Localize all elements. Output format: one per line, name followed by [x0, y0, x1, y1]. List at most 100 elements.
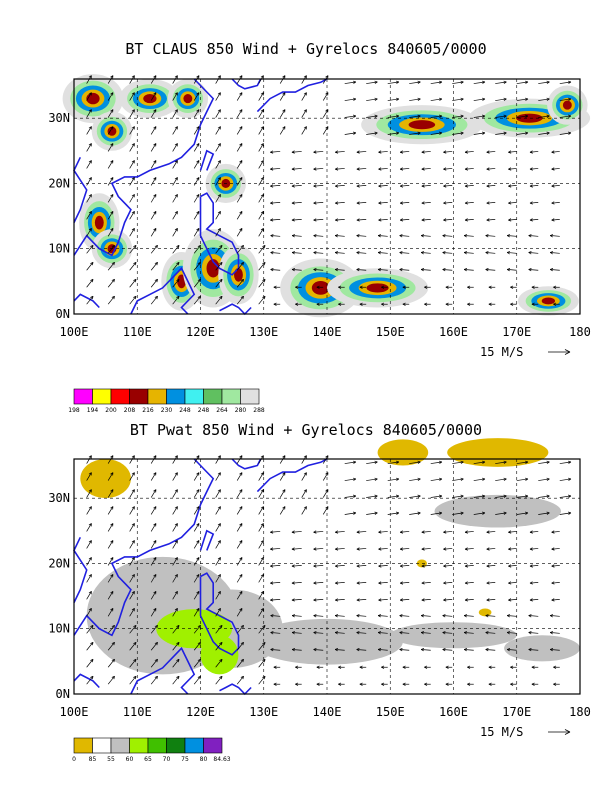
wind-vector-head [463, 648, 468, 652]
wind-vector-head [196, 75, 200, 79]
wind-vector [313, 202, 324, 204]
wind-vector-head [196, 92, 200, 96]
wind-vector-head [110, 506, 114, 510]
wind-vector [172, 472, 178, 481]
wind-vector [464, 632, 474, 634]
wind-vector [313, 649, 324, 651]
wind-vector [538, 98, 550, 101]
wind-vector-head [338, 285, 342, 289]
coastline [199, 529, 215, 551]
wind-vector-head [417, 494, 421, 498]
wind-vector [335, 531, 345, 533]
wind-vector [486, 531, 496, 533]
wind-vector [193, 574, 200, 583]
wind-vector [550, 252, 560, 254]
wind-vector-head [464, 167, 469, 171]
wind-vector [236, 642, 244, 651]
wind-vector [150, 177, 157, 186]
wind-vector-head [313, 598, 317, 602]
wind-vector-head [217, 109, 221, 113]
wind-vector-head [270, 167, 274, 171]
wind-vector [215, 506, 221, 515]
wind-vector-head [282, 92, 286, 96]
wind-vector [356, 649, 367, 651]
wind-vector-head [131, 126, 135, 130]
bottom-chart-plot: 100E 110E 120E 130E 140E 150E 160E 170E 180 0N 10N… [48, 438, 591, 763]
wind-vector-head [270, 631, 274, 635]
wind-vector-head [424, 682, 428, 686]
wind-vector [172, 109, 178, 118]
wind-vector-head [174, 489, 178, 493]
wind-vector-head [529, 564, 533, 568]
wind-vector [107, 143, 114, 152]
wind-vector [538, 81, 550, 84]
wind-vector-head [438, 460, 443, 464]
wind-vector [452, 478, 464, 481]
wind-vector-head [551, 150, 555, 154]
wind-vector-head [110, 455, 114, 459]
x-tick-label: 110E [123, 325, 152, 339]
wind-vector-head [110, 109, 114, 113]
wind-vector [443, 185, 453, 187]
colorbar-label: 208 [124, 407, 136, 414]
wind-vector [473, 461, 485, 464]
wind-vector [258, 675, 266, 685]
wind-vector [236, 574, 243, 583]
wind-vector [366, 98, 378, 101]
wind-vector-head [217, 574, 221, 578]
wind-vector [443, 531, 453, 533]
wind-vector-head [352, 511, 357, 515]
wind-vector [215, 177, 221, 186]
wind-vector [516, 81, 528, 84]
wind-vector-head [131, 75, 135, 79]
colorbar-swatch [203, 388, 223, 405]
x-tick-label: 150E [376, 325, 405, 339]
wind-vector [107, 126, 114, 135]
wind-vector [150, 295, 158, 305]
wind-vector-head [551, 581, 555, 585]
wind-vector-head [421, 150, 425, 154]
wind-vector-head [217, 160, 221, 164]
wind-vector [291, 151, 302, 153]
wind-vector-head [374, 494, 378, 498]
wind-vector-head [546, 477, 550, 481]
wind-vector [270, 151, 281, 153]
wind-vector-head [395, 131, 400, 135]
wind-vector [430, 512, 442, 515]
wind-vector-head [153, 194, 157, 198]
wind-vector-head [325, 489, 329, 493]
wind-vector [550, 615, 560, 617]
wind-vector-head [325, 472, 329, 476]
wind-vector-head [260, 211, 264, 215]
coastline [130, 646, 196, 695]
wind-vector-head [356, 581, 360, 585]
wind-vector-head [282, 472, 286, 476]
wind-vector-head [174, 177, 178, 181]
y-tick-label: 10N [48, 622, 70, 636]
wind-vector [193, 143, 200, 152]
wind-vector [421, 548, 431, 550]
wind-vector [356, 582, 367, 584]
wind-vector-head [325, 506, 329, 510]
wind-vector-head [524, 114, 529, 118]
wind-vector-head [424, 285, 428, 289]
wind-vector [215, 642, 223, 651]
wind-vector-head [196, 591, 200, 595]
wind-vector [486, 565, 496, 567]
wind-vector [150, 143, 157, 152]
wind-vector-head [524, 477, 529, 481]
wind-vector [236, 557, 243, 566]
wind-vector-head [438, 477, 443, 481]
wind-vector-head [335, 218, 339, 222]
wind-vector-head [486, 530, 490, 534]
wind-vector [129, 659, 137, 668]
wind-vector [215, 489, 221, 498]
wind-vector [313, 582, 324, 584]
wind-vector [465, 218, 474, 221]
wind-vector-head [291, 251, 296, 255]
wind-vector-head [421, 201, 425, 205]
wind-vector-head [90, 658, 94, 663]
vector-scale-arrow-head [564, 729, 571, 735]
wind-vector-head [303, 75, 307, 79]
wind-vector [430, 478, 442, 481]
